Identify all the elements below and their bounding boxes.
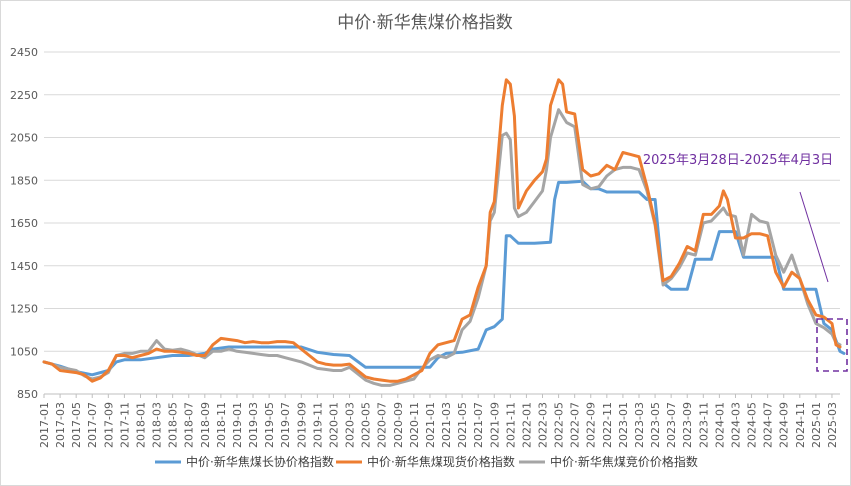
y-tick-label: 1450	[10, 260, 38, 273]
y-tick-label: 1050	[10, 345, 38, 358]
series-lines	[42, 78, 846, 387]
highlight-box	[816, 318, 848, 372]
date-range-annotation: 2025年3月28日-2025年4月3日	[643, 153, 833, 168]
x-tick-label: 2023-03	[633, 402, 646, 448]
y-tick-label: 1650	[10, 217, 38, 230]
y-tick-label: 2450	[10, 46, 38, 59]
annotation-arrow-line	[799, 191, 829, 283]
x-tick-label: 2018-07	[183, 402, 196, 448]
x-tick-label: 2024-07	[762, 402, 775, 448]
x-tick-label: 2023-11	[697, 402, 710, 448]
x-tick-label: 2024-01	[713, 402, 726, 448]
x-tick-label: 2024-05	[746, 402, 759, 448]
x-tick-label: 2022-05	[553, 402, 566, 448]
y-tick-label: 2050	[10, 132, 38, 145]
x-tick-label: 2017-07	[86, 402, 99, 448]
x-tick-label: 2021-09	[488, 402, 501, 448]
x-tick-label: 2019-01	[231, 402, 244, 448]
chart-title: 中价·新华焦煤价格指数	[337, 13, 512, 33]
x-tick-label: 2018-05	[167, 402, 180, 448]
x-tick-label: 2024-09	[778, 402, 791, 448]
series-line-1	[42, 179, 846, 377]
x-tick-label: 2024-03	[729, 402, 742, 448]
x-axis-ticks: 2017-01 2017-03 2017-05 2017-07 2017-09 2017-…	[38, 394, 839, 448]
x-tick-label: 2025-03	[826, 402, 839, 448]
x-tick-label: 2020-09	[392, 402, 405, 448]
legend-label-3: 中价·新华焦煤竞价价格指数	[550, 454, 698, 469]
y-tick-label: 1850	[10, 174, 38, 187]
x-tick-label: 2017-11	[118, 402, 131, 448]
x-tick-label: 2025-01	[810, 402, 823, 448]
x-tick-label: 2020-07	[376, 402, 389, 448]
x-tick-label: 2019-03	[247, 402, 260, 448]
x-tick-label: 2018-09	[199, 402, 212, 448]
x-tick-label: 2023-09	[681, 402, 694, 448]
x-tick-label: 2017-01	[38, 402, 51, 448]
x-tick-label: 2020-01	[327, 402, 340, 448]
x-tick-label: 2023-01	[617, 402, 630, 448]
x-tick-label: 2021-01	[424, 402, 437, 448]
x-tick-label: 2020-05	[360, 402, 373, 448]
x-tick-label: 2020-03	[344, 402, 357, 448]
legend: 中价·新华焦煤长协价格指数 中价·新华焦煤现货价格指数 中价·新华焦煤竞价价格指数	[155, 454, 698, 469]
x-tick-label: 2018-01	[134, 402, 147, 448]
x-tick-label: 2018-03	[151, 402, 164, 448]
x-tick-label: 2018-11	[215, 402, 228, 448]
x-tick-label: 2021-05	[456, 402, 469, 448]
y-tick-label: 850	[17, 388, 38, 401]
series-line-2	[42, 78, 842, 383]
x-tick-label: 2022-11	[601, 402, 614, 448]
y-axis-ticks: 850 1050 1250 1450 1650 1850 2050 2250 2450	[10, 46, 38, 401]
x-tick-label: 2017-03	[54, 402, 67, 448]
x-tick-label: 2020-11	[408, 402, 421, 448]
x-tick-label: 2023-05	[649, 402, 662, 448]
x-tick-label: 2022-07	[569, 402, 582, 448]
x-tick-label: 2019-05	[263, 402, 276, 448]
x-tick-label: 2022-09	[585, 402, 598, 448]
y-tick-label: 2250	[10, 89, 38, 102]
x-tick-label: 2021-07	[472, 402, 485, 448]
x-tick-label: 2019-09	[295, 402, 308, 448]
x-tick-label: 2021-11	[504, 402, 517, 448]
x-tick-label: 2019-07	[279, 402, 292, 448]
x-tick-label: 2021-03	[440, 402, 453, 448]
x-tick-label: 2022-01	[520, 402, 533, 448]
x-tick-label: 2019-11	[311, 402, 324, 448]
legend-label-1: 中价·新华焦煤长协价格指数	[186, 454, 334, 469]
series-line-3	[42, 108, 842, 387]
x-tick-label: 2022-03	[537, 402, 550, 448]
legend-label-2: 中价·新华焦煤现货价格指数	[367, 454, 515, 469]
x-tick-label: 2017-09	[102, 402, 115, 448]
x-tick-label: 2017-05	[70, 402, 83, 448]
x-tick-label: 2024-11	[794, 402, 807, 448]
y-tick-label: 1250	[10, 303, 38, 316]
x-tick-label: 2023-07	[665, 402, 678, 448]
